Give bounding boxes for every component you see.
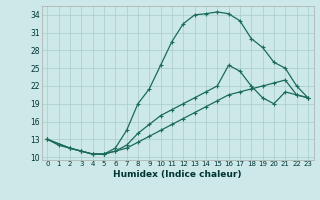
X-axis label: Humidex (Indice chaleur): Humidex (Indice chaleur)	[113, 170, 242, 179]
